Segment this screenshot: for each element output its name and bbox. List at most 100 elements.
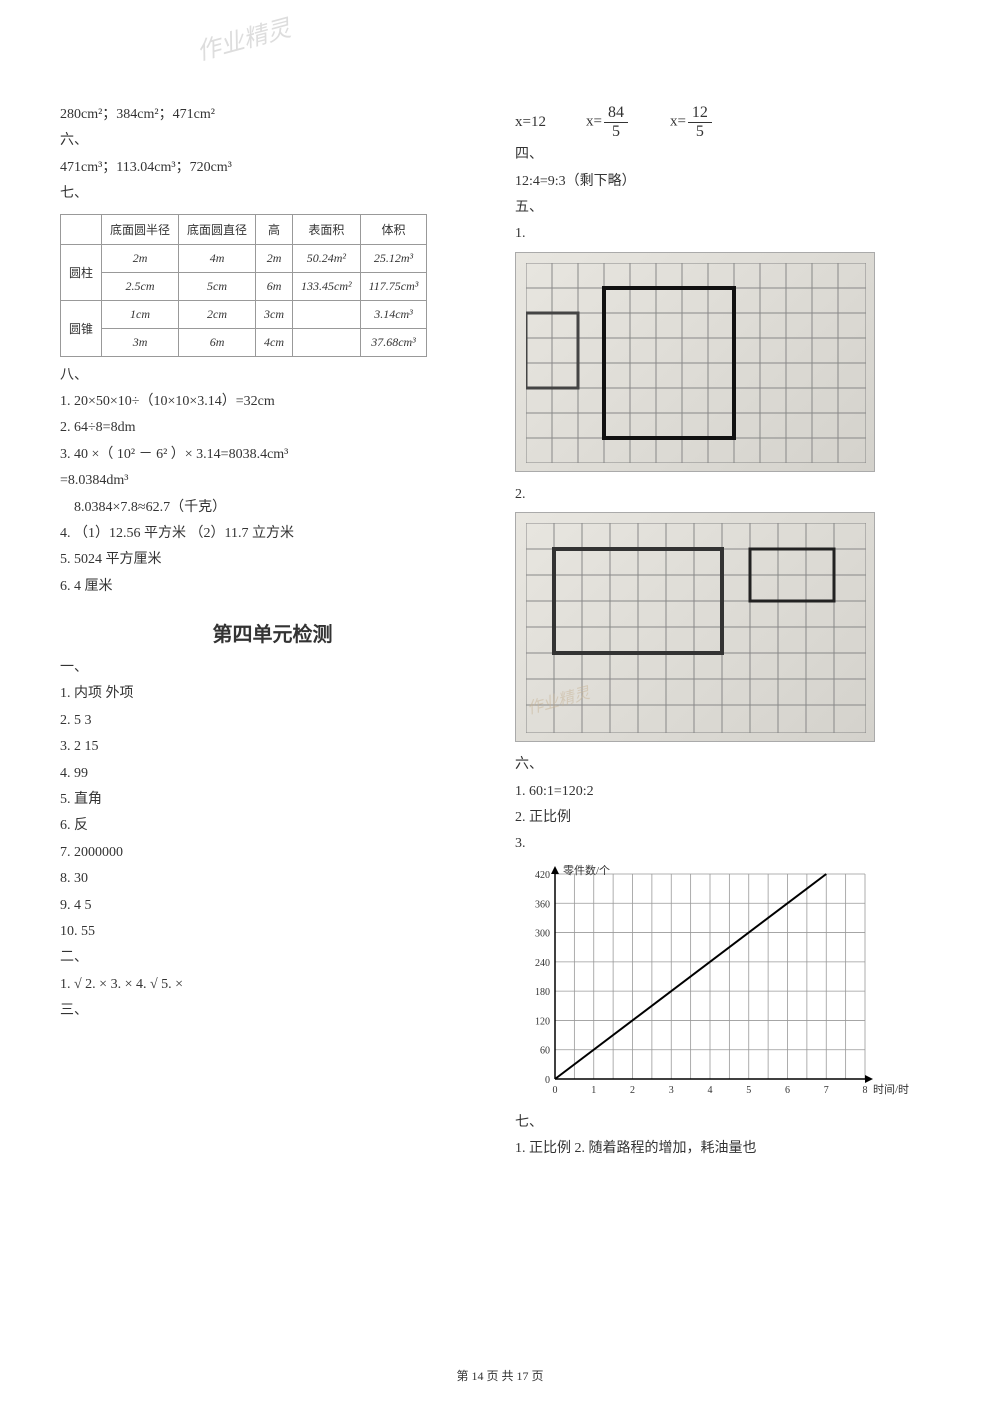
equation-row: x=12 x=845 x=125 (515, 104, 940, 140)
text-line: 5. 5024 平方厘米 (60, 549, 485, 571)
svg-text:240: 240 (535, 958, 550, 969)
table-cell: 2.5cm (102, 272, 179, 300)
content-columns: 280cm²；384cm²；471cm² 六、 471cm³；113.04cm³… (60, 100, 940, 1164)
table-cell: 3cm (256, 300, 293, 328)
table-cell: 6m (179, 328, 256, 356)
text-line: 5. 直角 (60, 789, 485, 811)
section-three: 三、 (60, 1000, 485, 1022)
text-line: 12:4=9:3（剩下略） (515, 171, 940, 193)
svg-text:8: 8 (863, 1085, 868, 1096)
section-six-r: 六、 (515, 754, 940, 776)
page-footer: 第 14 页 共 17 页 (0, 1367, 1000, 1384)
text-line: 1. 60:1=120:2 (515, 781, 940, 803)
svg-text:360: 360 (535, 899, 550, 910)
svg-text:零件数/个: 零件数/个 (563, 864, 610, 877)
text-line: 1. (515, 223, 940, 245)
section-seven-r: 七、 (515, 1112, 940, 1134)
table-cell: 2m (256, 244, 293, 272)
text-line: =8.0384dm³ (60, 470, 485, 492)
text-line: 3. 40 ×（ 10² － 6² ）× 3.14=8038.4cm³ (60, 444, 485, 466)
section-four: 四、 (515, 144, 940, 166)
line-chart: 0 60 120 180 240 300 360 420 0 1 2 3 4 5 6 7 8 零件数/个时间/时 (515, 864, 940, 1104)
svg-text:3: 3 (669, 1085, 674, 1096)
table-cell: 6m (256, 272, 293, 300)
watermark: 作业精灵 (192, 8, 294, 67)
right-column: x=12 x=845 x=125 四、 12:4=9:3（剩下略） 五、 1. … (515, 100, 940, 1164)
section-one: 一、 (60, 657, 485, 679)
section-six: 六、 (60, 130, 485, 152)
text-line: 6. 4 厘米 (60, 576, 485, 598)
section-eight: 八、 (60, 365, 485, 387)
text-line: 4. （1）12.56 平方米 （2）11.7 立方米 (60, 523, 485, 545)
text-line: 7. 2000000 (60, 842, 485, 864)
table-cell: 3m (102, 328, 179, 356)
table-header: 体积 (360, 214, 427, 244)
table-cell: 117.75cm³ (360, 272, 427, 300)
svg-text:1: 1 (591, 1085, 596, 1096)
table-cell (293, 328, 361, 356)
table-cell: 3.14cm³ (360, 300, 427, 328)
table-cell: 37.68cm³ (360, 328, 427, 356)
grid-photo-2: 作业精灵 (515, 512, 875, 742)
table-cell: 25.12m³ (360, 244, 427, 272)
svg-text:6: 6 (785, 1085, 790, 1096)
table-cell: 4cm (256, 328, 293, 356)
svg-text:180: 180 (535, 987, 550, 998)
text-line: 471cm³；113.04cm³；720cm³ (60, 157, 485, 179)
table-cell: 1cm (102, 300, 179, 328)
svg-text:4: 4 (708, 1085, 713, 1096)
table-header (61, 214, 102, 244)
equation: x=125 (670, 104, 714, 140)
equation: x=12 (515, 114, 546, 131)
svg-text:120: 120 (535, 1016, 550, 1027)
table-cell: 50.24m² (293, 244, 361, 272)
grid-svg (526, 523, 866, 733)
text-line: 6. 反 (60, 815, 485, 837)
text-line: 280cm²；384cm²；471cm² (60, 104, 485, 126)
svg-text:300: 300 (535, 928, 550, 939)
unit-title: 第四单元检测 (60, 618, 485, 647)
text-line: 1. 正比例 2. 随着路程的增加，耗油量也 (515, 1138, 940, 1160)
text-line: 8. 30 (60, 868, 485, 890)
text-line: 1. 内项 外项 (60, 683, 485, 705)
table-cell: 133.45cm² (293, 272, 361, 300)
text-line: 3. 2 15 (60, 736, 485, 758)
text-line: 2. 64÷8=8dm (60, 417, 485, 439)
svg-text:7: 7 (824, 1085, 829, 1096)
svg-text:时间/时: 时间/时 (873, 1083, 909, 1096)
text-line: 8.0384×7.8≈62.7（千克） (60, 497, 485, 519)
table-rowlabel: 圆锥 (61, 300, 102, 356)
section-five: 五、 (515, 197, 940, 219)
text-line: 2. (515, 484, 940, 506)
grid-photo-1 (515, 252, 875, 472)
geometry-table: 底面圆半径 底面圆直径 高 表面积 体积 圆柱 2m 4m 2m 50.24m²… (60, 214, 427, 357)
svg-text:60: 60 (540, 1045, 550, 1056)
left-column: 280cm²；384cm²；471cm² 六、 471cm³；113.04cm³… (60, 100, 485, 1164)
text-line: 10. 55 (60, 921, 485, 943)
text-line: 1. √ 2. × 3. × 4. √ 5. × (60, 974, 485, 996)
section-seven: 七、 (60, 183, 485, 205)
grid-svg (526, 263, 866, 463)
table-rowlabel: 圆柱 (61, 244, 102, 300)
svg-text:420: 420 (535, 870, 550, 881)
text-line: 2. 5 3 (60, 710, 485, 732)
chart-svg: 0 60 120 180 240 300 360 420 0 1 2 3 4 5 6 7 8 零件数/个时间/时 (515, 864, 915, 1104)
table-cell (293, 300, 361, 328)
table-cell: 2m (102, 244, 179, 272)
svg-text:5: 5 (746, 1085, 751, 1096)
table-header: 高 (256, 214, 293, 244)
svg-text:0: 0 (545, 1075, 550, 1086)
table-header: 表面积 (293, 214, 361, 244)
equation: x=845 (586, 104, 630, 140)
text-line: 4. 99 (60, 763, 485, 785)
svg-text:2: 2 (630, 1085, 635, 1096)
table-cell: 4m (179, 244, 256, 272)
section-two: 二、 (60, 947, 485, 969)
text-line: 3. (515, 833, 940, 855)
text-line: 9. 4 5 (60, 895, 485, 917)
table-header: 底面圆半径 (102, 214, 179, 244)
table-header: 底面圆直径 (179, 214, 256, 244)
svg-text:0: 0 (553, 1085, 558, 1096)
text-line: 2. 正比例 (515, 807, 940, 829)
table-cell: 2cm (179, 300, 256, 328)
